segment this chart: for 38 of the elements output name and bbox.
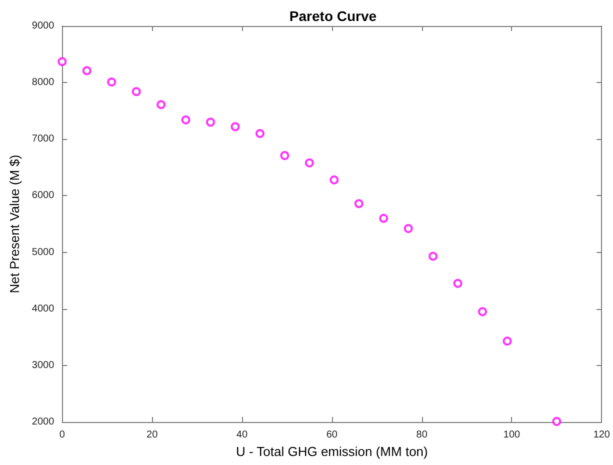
point — [206, 118, 216, 127]
x-tick-label: 80 — [416, 430, 428, 440]
point — [107, 78, 116, 87]
y-tick-label: 9000 — [32, 20, 55, 32]
point — [280, 151, 290, 160]
x-tick-label: 20 — [146, 430, 158, 440]
x-tick-label: 60 — [326, 430, 338, 440]
y-tick-label: 8000 — [32, 77, 55, 88]
point — [552, 416, 562, 426]
point — [304, 158, 314, 168]
x-tick-label: 100 — [503, 430, 521, 440]
x-axis-title: U - Total GHG emission (MM ton) — [236, 444, 428, 459]
y-axis-title: Net Present Value (M $) — [7, 154, 22, 294]
point — [379, 214, 388, 223]
point — [404, 224, 413, 234]
y-tick-label: 2000 — [32, 416, 55, 428]
point — [230, 122, 240, 132]
point — [82, 66, 92, 76]
point — [58, 57, 67, 66]
chart-title: Pareto Curve — [289, 8, 377, 24]
point — [502, 336, 512, 346]
y-tick-label: 5000 — [32, 246, 55, 258]
x-tick-label: 40 — [236, 430, 248, 440]
x-tick-label: 120 — [593, 430, 610, 440]
point — [330, 175, 339, 184]
y-tick-label: 7000 — [32, 134, 55, 145]
y-tick-label: 3000 — [32, 360, 55, 371]
point — [478, 307, 488, 316]
point — [156, 100, 166, 110]
point — [428, 252, 438, 261]
y-tick-label: 6000 — [32, 190, 55, 202]
point — [354, 199, 364, 208]
y-tick-label: 4000 — [32, 303, 55, 314]
point — [132, 87, 141, 96]
point — [453, 278, 462, 288]
point — [181, 115, 190, 124]
point — [255, 128, 264, 138]
x-tick-label: 0 — [59, 430, 66, 440]
